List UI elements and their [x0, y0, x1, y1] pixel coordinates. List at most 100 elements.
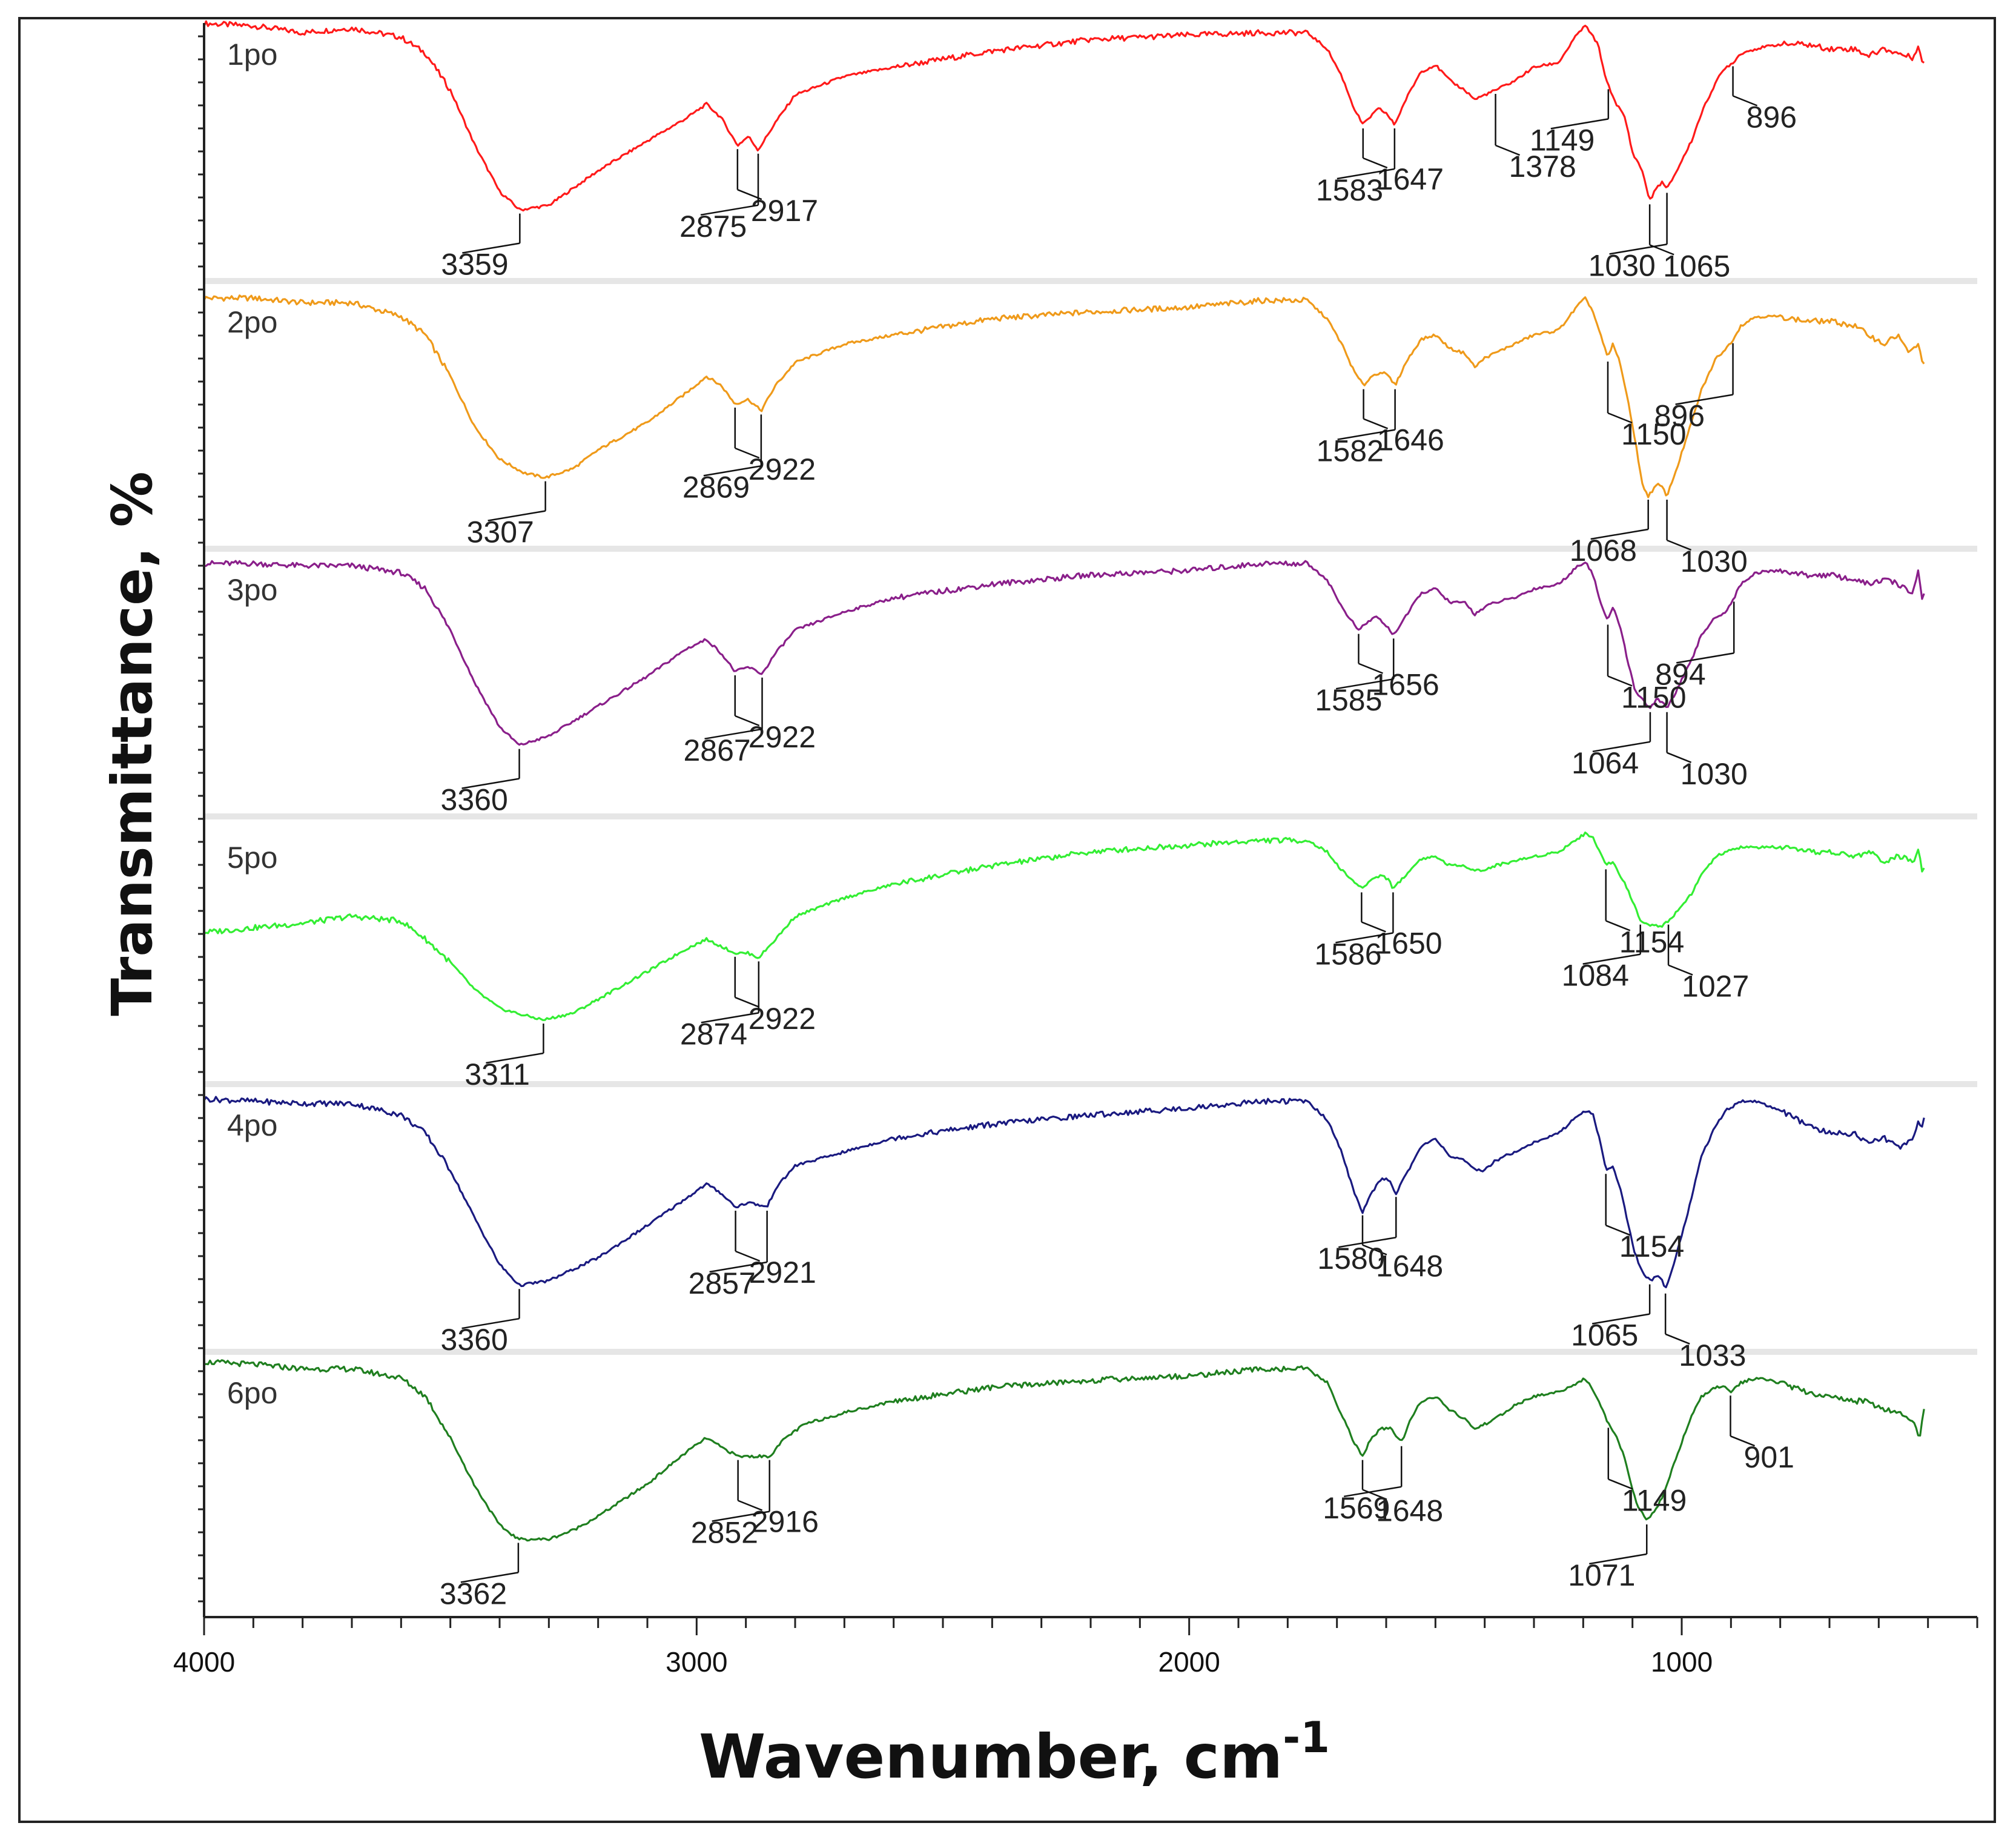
peak-leader-tail: [703, 465, 762, 477]
peak-label: 3360: [441, 783, 508, 817]
peak-leader-tail: [1730, 1435, 1755, 1447]
peak-label: 1154: [1619, 1229, 1685, 1263]
peak-leader-tail: [1344, 1486, 1402, 1498]
peak-label: 1065: [1663, 249, 1730, 283]
peak-label: 2922: [749, 720, 816, 754]
series-label-3po: 3po: [227, 573, 277, 607]
x-tick-label: 4000: [173, 1646, 235, 1678]
peak-leader-tail: [1335, 932, 1393, 944]
x-axis: 4000 3000 2000 1000: [173, 1616, 1978, 1678]
peak-label: 896: [1747, 100, 1797, 134]
peak-label: 1027: [1682, 970, 1749, 1004]
peak-leader-tail: [700, 204, 759, 216]
peak-label: 1646: [1377, 423, 1444, 457]
peak-leader-tail: [735, 1250, 761, 1262]
peak-leader-tail: [1495, 144, 1521, 156]
peak-leader-tail: [1361, 921, 1386, 933]
peak-label: 894: [1655, 657, 1705, 691]
peak-leader-tail: [1592, 741, 1651, 753]
peak-leader-tail: [1363, 418, 1389, 429]
peak-leader-tail: [1591, 1313, 1650, 1325]
peak-label: 1378: [1509, 150, 1576, 184]
spectrum-line-2po: [203, 294, 1925, 498]
peak-leader-tail: [704, 728, 762, 740]
panel-separators: [204, 278, 1977, 1355]
peak-leader-tail: [701, 1012, 759, 1024]
peak-leader-tail: [1363, 157, 1388, 169]
peak-leader-tail: [1589, 1553, 1647, 1565]
peak-leader-tail: [735, 447, 760, 459]
spectrum-line-5po: [203, 831, 1925, 1021]
peak-label: 3362: [440, 1577, 507, 1610]
spectrum-line-3po: [203, 560, 1925, 746]
y-axis: [198, 23, 205, 1617]
peak-leader-tail: [1550, 118, 1609, 130]
peak-label: 2852: [691, 1516, 758, 1550]
peak-leader-tail: [1605, 1225, 1631, 1236]
peak-label: 2917: [751, 194, 818, 228]
figure-frame: [18, 17, 1996, 1823]
panel-separator: [204, 278, 1977, 284]
panel-separator: [204, 813, 1977, 819]
peak-label: 1030: [1681, 757, 1748, 791]
peak-label: 3311: [464, 1057, 530, 1091]
peak-leader-tail: [462, 242, 520, 254]
peak-leader-tail: [1668, 964, 1693, 976]
peak-label: 1064: [1571, 746, 1639, 780]
peak-label: 1149: [1622, 1483, 1687, 1517]
peak-leader-tail: [1608, 1478, 1633, 1490]
series-label-1po: 1po: [227, 38, 277, 71]
peak-leader-tail: [486, 1052, 544, 1064]
peak-leader-tail: [1590, 528, 1648, 540]
peak-leader-tail: [487, 510, 546, 521]
peak-label: 1084: [1562, 959, 1629, 993]
peak-label: 3307: [467, 515, 534, 549]
peak-leader-tail: [1609, 243, 1667, 255]
peak-leader-tail: [1605, 920, 1631, 931]
x-tick-label: 1000: [1651, 1646, 1713, 1678]
peak-label: 1648: [1376, 1494, 1443, 1528]
x-axis-title: Wavenumber, cm-1: [699, 1713, 1330, 1792]
peak-leader-tail: [460, 1572, 519, 1583]
peak-label: 2921: [749, 1256, 816, 1289]
x-tick-label: 3000: [666, 1646, 727, 1678]
spectra-group: 1po 2po 3po 5po 4po 6po: [203, 20, 1925, 1542]
peak-label: 3360: [441, 1323, 508, 1357]
peak-leader-tail: [1582, 953, 1641, 965]
peak-leader-tail: [1362, 1244, 1387, 1256]
panel-separator: [204, 546, 1977, 552]
peak-label: 2922: [749, 452, 816, 486]
peak-leader-tail: [738, 1500, 763, 1511]
peak-labels-group: 3359291728751647158313781149106510308963…: [440, 66, 1797, 1610]
peak-label: 1656: [1372, 668, 1439, 702]
x-axis-title-text: Wavenumber, cm: [699, 1721, 1283, 1792]
peak-label: 1648: [1376, 1249, 1443, 1283]
peak-label: 1580: [1317, 1242, 1384, 1276]
peak-label: 2916: [752, 1505, 819, 1539]
x-axis-title-superscript: -1: [1283, 1713, 1330, 1762]
peak-leader-tail: [735, 996, 760, 1008]
peak-leader-tail: [1607, 412, 1633, 424]
panel-separator: [204, 1349, 1977, 1355]
peak-leader-tail: [735, 715, 760, 727]
peak-leader-tail: [1338, 1236, 1396, 1248]
peak-leader-tail: [1362, 1489, 1387, 1500]
peak-label: 1065: [1571, 1319, 1638, 1352]
peak-label: 1150: [1621, 417, 1687, 451]
peak-label: 1647: [1376, 162, 1444, 196]
peak-leader-tail: [1675, 394, 1733, 405]
peak-label: 1569: [1323, 1491, 1390, 1525]
series-label-4po: 4po: [227, 1108, 277, 1142]
peak-label: 1149: [1530, 123, 1595, 157]
peak-leader-tail: [1335, 678, 1394, 690]
peak-label: 1650: [1375, 926, 1442, 960]
series-label-2po: 2po: [227, 305, 277, 339]
x-tick-label: 2000: [1158, 1646, 1220, 1678]
panel-separator: [204, 1081, 1977, 1087]
series-label-6po: 6po: [227, 1376, 277, 1410]
peak-label: 2874: [680, 1017, 747, 1051]
spectrum-line-1po: [203, 20, 1925, 212]
peak-label: 901: [1744, 1440, 1794, 1474]
peak-leader-tail: [712, 1510, 770, 1522]
peak-leader-tail: [1667, 752, 1692, 763]
